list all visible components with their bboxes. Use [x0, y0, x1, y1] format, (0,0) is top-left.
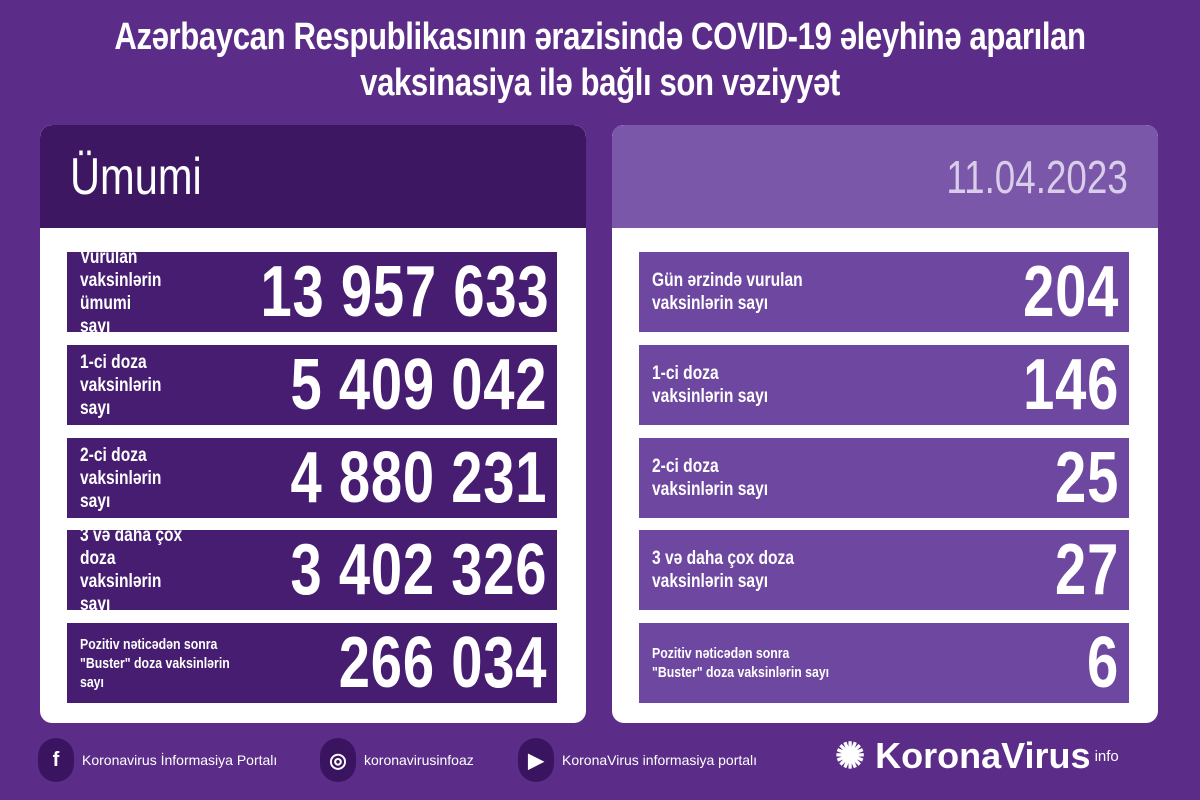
stat-value: 266 034: [338, 623, 547, 703]
stat-label: 3 və daha çox doza vaksinlərin sayı: [80, 525, 183, 615]
stat-label: 3 və daha çox doza vaksinlərin sayı: [652, 548, 795, 592]
facebook-label: Koronavirus İnformasiya Portalı: [82, 752, 278, 768]
stat-value: 13 957 633: [260, 252, 550, 332]
stat-row: 1-ci doza vaksinlərin sayı 5 409 042: [67, 345, 557, 425]
stat-row: 1-ci doza vaksinlərin sayı 146: [639, 345, 1129, 425]
title-line-1: Azərbaycan Respublikasının ərazisində CO…: [114, 16, 1086, 58]
stat-value: 5 409 042: [290, 345, 547, 425]
youtube-icon: ▶: [518, 738, 554, 782]
stat-label: 2-ci doza vaksinlərin sayı: [80, 444, 162, 512]
stat-row: 2-ci doza vaksinlərin sayı 4 880 231: [67, 438, 557, 518]
total-header: Ümumi: [40, 125, 586, 228]
stat-value: 3 402 326: [290, 530, 547, 610]
stat-row: 3 və daha çox doza vaksinlərin sayı 3 402…: [67, 525, 557, 615]
brand-logo: ✺ KoronaVirus info: [835, 735, 1119, 777]
page-title: Azərbaycan Respublikasının ərazisində CO…: [108, 14, 1092, 106]
facebook-link[interactable]: f Koronavirus İnformasiya Portalı: [38, 738, 277, 782]
stat-row: 2-ci doza vaksinlərin sayı 25: [639, 438, 1129, 518]
date-label: 11.04.2023: [946, 150, 1128, 203]
stat-value: 27: [1054, 530, 1119, 610]
stat-row: 3 və daha çox doza vaksinlərin sayı 27: [639, 530, 1129, 610]
brand-name: KoronaVirus: [875, 735, 1091, 776]
facebook-icon: f: [38, 738, 74, 782]
date-header: 11.04.2023: [612, 125, 1158, 228]
stat-value: 6: [1086, 623, 1119, 703]
youtube-label: KoronaVirus informasiya portalı: [562, 752, 758, 768]
daily-card: 11.04.2023 Gün ərzində vurulan vaksinlər…: [612, 125, 1158, 723]
virus-icon: ✺: [835, 735, 866, 776]
stat-value: 25: [1054, 438, 1119, 518]
stat-value: 4 880 231: [290, 438, 547, 518]
stat-value: 204: [1022, 252, 1119, 332]
title-line-2: vaksinasiya ilə bağlı son vəziyyət: [360, 62, 840, 104]
stat-label: 1-ci doza vaksinlərin sayı: [80, 351, 162, 419]
stat-row: Pozitiv nəticədən sonra "Buster" doza va…: [639, 623, 1129, 703]
stat-label: 2-ci doza vaksinlərin sayı: [652, 456, 769, 500]
stat-row: Pozitiv nəticədən sonra "Buster" doza va…: [67, 623, 557, 703]
stat-label: Pozitiv nəticədən sonra "Buster" doza va…: [80, 635, 230, 691]
stat-row: Vurulan vaksinlərin ümumi sayı 13 957 633: [67, 247, 557, 337]
stat-label: Vurulan vaksinlərin ümumi sayı: [80, 247, 162, 337]
youtube-link[interactable]: ▶ KoronaVirus informasiya portalı: [518, 738, 757, 782]
stat-value: 146: [1022, 345, 1119, 425]
total-card: Ümumi Vurulan vaksinlərin ümumi sayı 13 9…: [40, 125, 586, 723]
stat-label: 1-ci doza vaksinlərin sayı: [652, 363, 769, 407]
stat-label: Pozitiv nəticədən sonra "Buster" doza va…: [652, 645, 830, 681]
brand-sup: info: [1094, 747, 1119, 765]
total-header-label: Ümumi: [70, 147, 202, 206]
instagram-link[interactable]: ◎ koronavirusinfoaz: [320, 738, 474, 782]
stat-row: Gün ərzində vurulan vaksinlərin sayı 204: [639, 252, 1129, 332]
stat-label: Gün ərzində vurulan vaksinlərin sayı: [652, 270, 803, 314]
instagram-icon: ◎: [320, 738, 356, 782]
instagram-label: koronavirusinfoaz: [364, 752, 474, 768]
